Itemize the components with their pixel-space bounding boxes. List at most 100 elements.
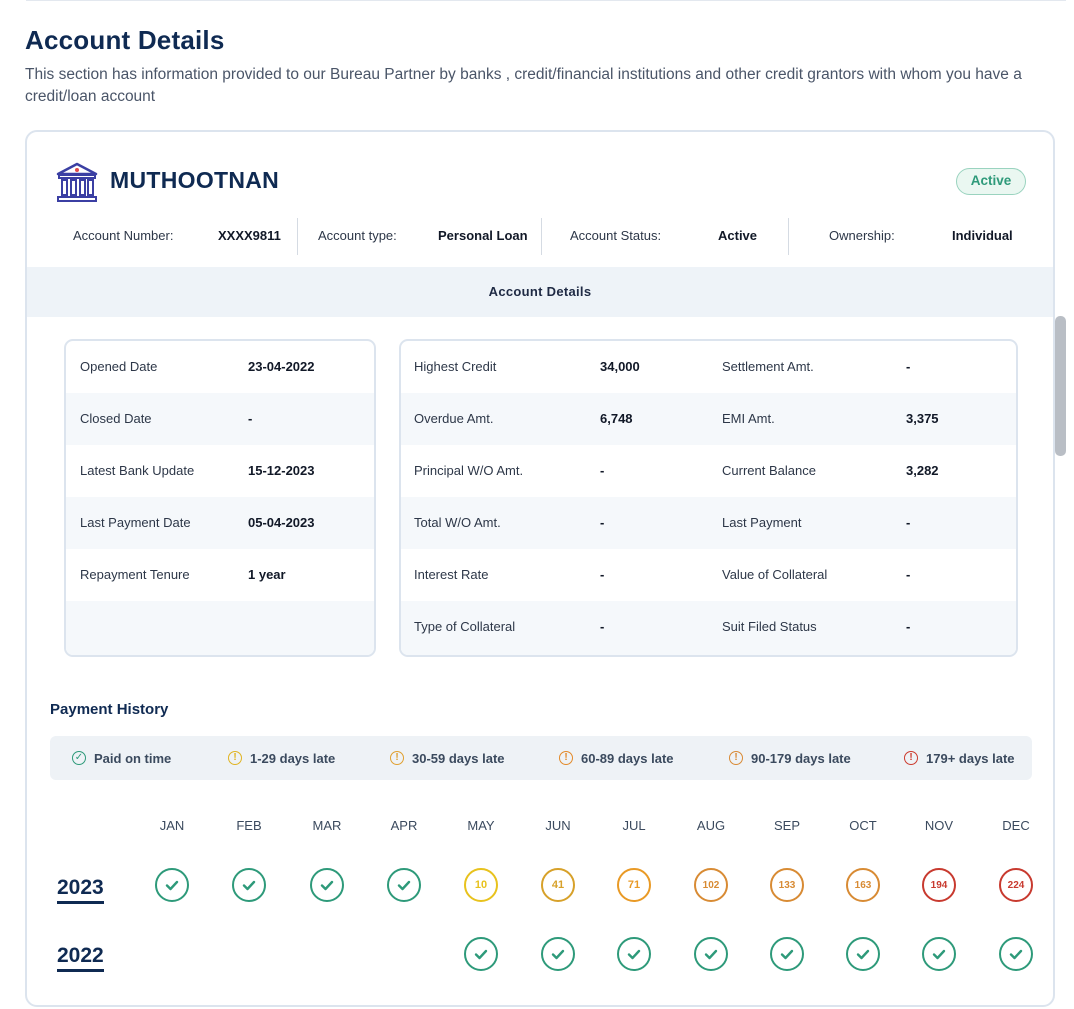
detail-row: Principal W/O Amt. - Current Balance 3,2… <box>401 445 1016 497</box>
detail-label: Opened Date <box>80 359 158 374</box>
detail-value: - <box>600 567 605 582</box>
bank-name: MUTHOOTNAN <box>110 167 280 193</box>
payment-history-legend: ✓ Paid on time ! 1-29 days late ! 30-59 … <box>50 736 1032 780</box>
check-circle-icon <box>999 937 1033 971</box>
check-circle-icon <box>310 868 344 902</box>
detail-label: Highest Credit <box>414 359 497 374</box>
legend-label: 1-29 days late <box>250 750 336 766</box>
account-number-value: XXXX9811 <box>218 228 281 243</box>
detail-label: Interest Rate <box>414 567 489 582</box>
top-divider <box>26 0 1066 3</box>
detail-label: EMI Amt. <box>722 411 775 426</box>
detail-value: - <box>600 463 605 478</box>
year-label-2023: 2023 <box>57 876 104 904</box>
ownership-value: Individual <box>952 228 1013 243</box>
divider <box>541 218 542 255</box>
check-circle-icon <box>387 868 421 902</box>
legend-item-60-89: ! 60-89 days late <box>559 736 674 780</box>
details-right-panel: Highest Credit 34,000 Settlement Amt. - … <box>399 339 1018 657</box>
ownership-label: Ownership: <box>829 228 895 243</box>
detail-row: Overdue Amt. 6,748 EMI Amt. 3,375 <box>401 393 1016 445</box>
detail-label: Total W/O Amt. <box>414 515 501 530</box>
detail-row: Latest Bank Update 15-12-2023 <box>66 445 374 497</box>
legend-label: Paid on time <box>94 750 172 766</box>
legend-label: 30-59 days late <box>412 750 505 766</box>
month-header: MAR <box>312 818 342 833</box>
alert-circle-icon: ! <box>559 751 573 765</box>
account-type-label: Account type: <box>318 228 397 243</box>
legend-label: 90-179 days late <box>751 750 851 766</box>
detail-label: Principal W/O Amt. <box>414 463 524 478</box>
detail-label: Last Payment Date <box>80 515 191 530</box>
status-badge: Active <box>956 168 1026 195</box>
check-circle-icon <box>922 937 956 971</box>
detail-value: - <box>248 411 253 426</box>
alert-circle-icon: ! <box>729 751 743 765</box>
month-header: DEC <box>1002 818 1030 833</box>
check-circle-icon: ✓ <box>72 751 86 765</box>
legend-item-paid-on-time: ✓ Paid on time <box>72 736 171 780</box>
detail-row-empty <box>66 601 374 655</box>
month-header: SEP <box>773 818 800 833</box>
check-circle-icon <box>464 937 498 971</box>
detail-label: Value of Collateral <box>722 567 828 582</box>
detail-value: 3,375 <box>906 411 939 426</box>
month-header: JAN <box>159 818 185 833</box>
page-description: This section has information provided to… <box>25 66 1022 105</box>
detail-value: 1 year <box>248 567 286 582</box>
detail-value: - <box>906 619 911 634</box>
legend-item-1-29: ! 1-29 days late <box>228 736 335 780</box>
account-card: MUTHOOTNAN Active Account Number: XXXX98… <box>25 130 1055 1007</box>
month-header: FEB <box>236 818 262 833</box>
detail-row: Interest Rate - Value of Collateral - <box>401 549 1016 601</box>
alert-circle-icon: ! <box>390 751 404 765</box>
account-type-value: Personal Loan <box>438 228 528 243</box>
detail-label: Settlement Amt. <box>722 359 814 374</box>
check-circle-icon <box>694 937 728 971</box>
month-header: JUN <box>545 818 571 833</box>
detail-label: Closed Date <box>80 411 152 426</box>
detail-value: 23-04-2022 <box>248 359 315 374</box>
days-late-badge: 41 <box>541 868 575 902</box>
legend-item-30-59: ! 30-59 days late <box>390 736 505 780</box>
detail-row: Last Payment Date 05-04-2023 <box>66 497 374 549</box>
scrollbar-thumb[interactable] <box>1055 316 1066 456</box>
bank-icon <box>55 160 99 204</box>
legend-item-179-plus: ! 179+ days late <box>904 736 1015 780</box>
payment-history-title: Payment History <box>50 701 169 718</box>
legend-item-90-179: ! 90-179 days late <box>729 736 851 780</box>
detail-label: Suit Filed Status <box>722 619 817 634</box>
alert-circle-icon: ! <box>228 751 242 765</box>
check-circle-icon <box>541 937 575 971</box>
detail-row: Closed Date - <box>66 393 374 445</box>
detail-label: Type of Collateral <box>414 619 516 634</box>
detail-value: 05-04-2023 <box>248 515 315 530</box>
days-late-badge: 133 <box>770 868 804 902</box>
detail-label: Last Payment <box>722 515 802 530</box>
detail-label: Latest Bank Update <box>80 463 195 478</box>
detail-label: Overdue Amt. <box>414 411 494 426</box>
details-left-panel: Opened Date 23-04-2022 Closed Date - Lat… <box>64 339 376 657</box>
detail-row: Highest Credit 34,000 Settlement Amt. - <box>401 341 1016 393</box>
month-header: AUG <box>696 818 726 833</box>
month-header: NOV <box>924 818 954 833</box>
month-header: OCT <box>849 818 877 833</box>
detail-value: 34,000 <box>600 359 640 374</box>
divider <box>788 218 789 255</box>
account-summary-row: Account Number: XXXX9811 Account type: P… <box>27 218 1053 255</box>
account-status-label: Account Status: <box>570 228 662 243</box>
detail-row: Opened Date 23-04-2022 <box>66 341 374 393</box>
year-label-2022: 2022 <box>57 944 104 972</box>
days-late-badge: 102 <box>694 868 728 902</box>
days-late-badge: 10 <box>464 868 498 902</box>
detail-value: 3,282 <box>906 463 939 478</box>
check-circle-icon <box>155 868 189 902</box>
legend-label: 179+ days late <box>926 750 1015 766</box>
account-status-value: Active <box>718 228 758 243</box>
detail-value: - <box>906 515 911 530</box>
legend-label: 60-89 days late <box>581 750 674 766</box>
divider <box>297 218 298 255</box>
days-late-badge: 224 <box>999 868 1033 902</box>
check-circle-icon <box>846 937 880 971</box>
detail-value: - <box>600 515 605 530</box>
